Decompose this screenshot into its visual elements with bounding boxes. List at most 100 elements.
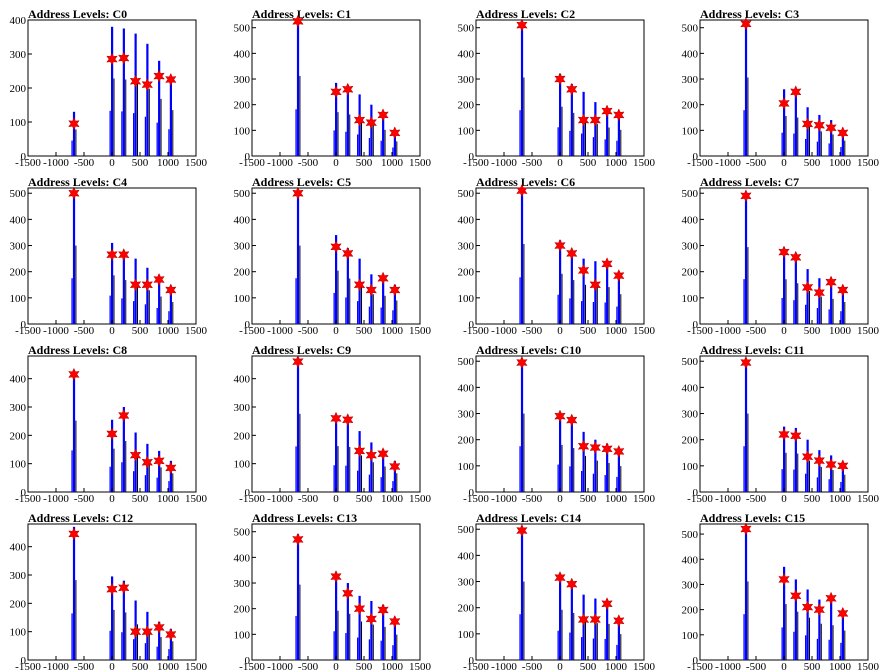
peak-marker-star-icon <box>801 450 814 464</box>
histogram-bar <box>573 448 575 492</box>
histogram-bar <box>744 529 748 660</box>
histogram-bar <box>137 284 139 324</box>
histogram-bar <box>156 307 158 324</box>
histogram-bar <box>617 274 620 324</box>
histogram-bar <box>592 638 595 660</box>
y-tick-label: 300 <box>10 570 27 582</box>
x-tick-label: -1500 <box>463 661 489 672</box>
histogram-bar <box>109 295 111 324</box>
x-tick-label: -1000 <box>715 493 741 505</box>
histogram-bar <box>133 301 135 324</box>
peak-marker-star-icon <box>740 189 752 203</box>
histogram-bar <box>168 129 170 156</box>
y-tick-label: 200 <box>234 267 251 279</box>
histogram-bar <box>146 43 149 156</box>
x-tick-label: -1000 <box>715 325 741 337</box>
histogram-panel: Address Levels: C8 0 100 200 300 400 -1500 -100… <box>10 343 208 505</box>
peak-marker-star-icon <box>353 278 366 292</box>
histogram-bar <box>783 249 786 324</box>
x-tick-label: -1000 <box>267 493 293 505</box>
y-tick-label: 400 <box>234 48 251 60</box>
peak-marker-star-icon <box>554 238 566 253</box>
x-tick-label: 1000 <box>605 661 628 672</box>
x-tick-label: 1000 <box>829 661 852 672</box>
histogram-bar <box>333 130 335 156</box>
histogram-bar <box>747 581 749 660</box>
y-tick-label: 100 <box>682 461 699 473</box>
histogram-bar <box>345 297 347 324</box>
y-tick-label: 400 <box>234 374 251 386</box>
chart-title: Address Levels: C6 <box>476 175 575 189</box>
x-tick-label: 1500 <box>185 493 208 505</box>
histogram-bar <box>620 634 622 660</box>
y-tick-label: 200 <box>682 605 699 617</box>
histogram-bar <box>830 455 833 492</box>
x-tick-label: -500 <box>746 157 767 169</box>
histogram-bar <box>604 475 606 492</box>
histogram-bar <box>144 116 147 156</box>
histogram-bar <box>569 466 571 492</box>
histogram-bar <box>396 473 398 492</box>
x-tick-label: 1500 <box>857 661 880 672</box>
x-tick-label: 1000 <box>605 325 628 337</box>
peak-marker-star-icon <box>566 246 578 260</box>
histogram-bar <box>573 112 575 156</box>
histogram-panel: Address Levels: C40100200300400500-1500-… <box>10 175 208 337</box>
histogram-bar <box>519 110 521 156</box>
histogram-bar <box>296 193 300 324</box>
histogram-bar <box>337 446 339 492</box>
histogram-bar <box>168 311 170 324</box>
y-tick-label: 100 <box>458 125 475 137</box>
histogram-bar <box>520 361 524 492</box>
chart-title: Address Levels: C1 <box>252 7 351 21</box>
histogram-bar <box>148 463 150 492</box>
x-tick-label: 1000 <box>381 661 404 672</box>
x-tick-label: 1500 <box>185 325 208 337</box>
y-tick-label: 400 <box>458 382 475 394</box>
histogram-bar <box>380 640 382 660</box>
peak-marker-star-icon <box>825 121 837 135</box>
x-tick-label: -1500 <box>687 157 713 169</box>
y-tick-label: 100 <box>10 459 27 471</box>
x-tick-label: -1000 <box>43 325 69 337</box>
histogram-bar <box>380 140 382 156</box>
histogram-bar <box>606 108 609 156</box>
y-tick-label: 100 <box>10 117 27 129</box>
histogram-bar <box>337 610 339 660</box>
histogram-bar <box>160 296 162 324</box>
peak-marker-star-icon <box>141 278 154 292</box>
histogram-bar <box>832 134 834 156</box>
histogram-bar <box>72 373 76 492</box>
peak-marker-star-icon <box>566 577 578 591</box>
histogram-bar <box>744 361 748 492</box>
histogram-bar <box>797 453 799 492</box>
x-tick-label: 0 <box>781 157 787 169</box>
histogram-bar <box>781 627 783 660</box>
peak-marker-star-icon <box>589 278 602 292</box>
histogram-bar <box>844 302 846 324</box>
x-tick-label: -1500 <box>15 493 41 505</box>
histogram-bar <box>840 481 842 492</box>
peak-marker-star-icon <box>778 427 790 442</box>
histogram-bar <box>594 598 597 660</box>
peak-marker-star-icon <box>118 408 130 423</box>
histogram-bar <box>841 463 844 492</box>
histogram-bar <box>616 140 618 156</box>
histogram-bar <box>559 413 562 492</box>
y-tick-label: 300 <box>458 577 475 589</box>
y-tick-label: 300 <box>234 241 251 253</box>
histogram-bar <box>368 306 371 324</box>
histogram-bar <box>830 602 833 660</box>
histogram-bar <box>620 294 622 324</box>
peak-marker-star-icon <box>377 271 389 285</box>
histogram-bar <box>134 33 137 156</box>
histogram-bar <box>349 114 351 156</box>
x-tick-label: -500 <box>74 493 95 505</box>
histogram-bar <box>109 466 111 492</box>
histogram-bar <box>358 431 361 492</box>
histogram-bar <box>816 141 819 156</box>
y-tick-label: 0 <box>469 487 475 499</box>
histogram-bar <box>828 479 830 492</box>
histogram-panel: Address Levels: C10 0 100 200 300 400 500 -1500… <box>458 343 656 505</box>
histogram-bar <box>368 138 371 156</box>
